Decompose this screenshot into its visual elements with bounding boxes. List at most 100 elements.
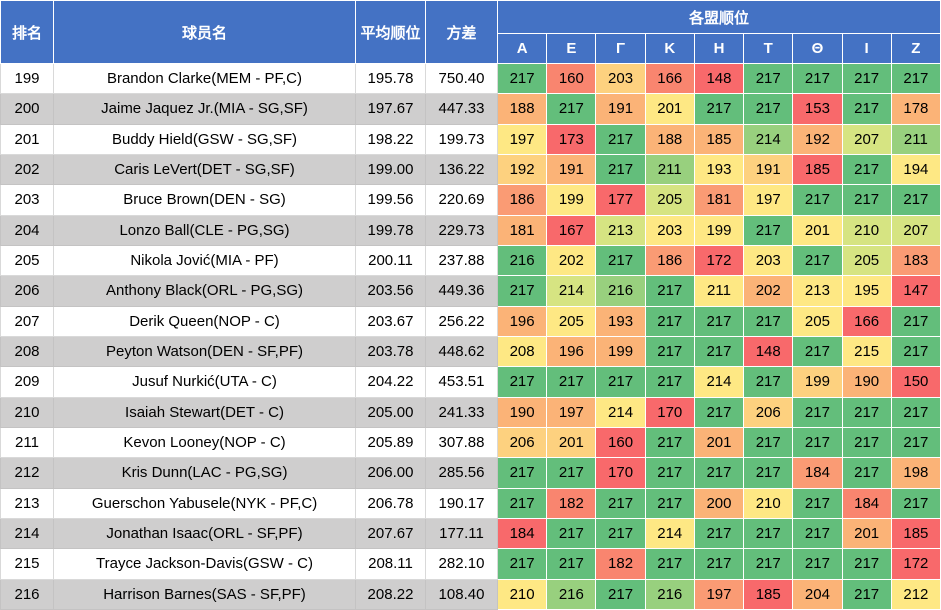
header-league-Theta: Θ [792,33,843,64]
variance-cell: 750.40 [425,62,498,95]
league-rank-cell: 212 [890,578,941,610]
league-rank-cell: 190 [841,366,892,398]
league-rank-cell: 217 [792,548,843,580]
league-rank-cell: 183 [890,244,941,277]
league-rank-cell: 170 [644,396,695,428]
variance-cell: 136.22 [425,153,498,186]
variance-cell: 241.33 [425,396,498,428]
average-rank-cell: 205.89 [355,426,426,459]
league-rank-cell: 197 [693,578,745,610]
league-rank-cell: 188 [644,123,695,155]
league-rank-cell: 181 [496,214,548,246]
table-row: 209 Jusuf Nurkić(UTA - C) 204.22 453.51 217 2… [0,366,941,398]
league-rank-cell: 217 [595,153,646,186]
league-rank-cell: 217 [743,517,794,550]
header-league-T: T [743,33,794,64]
player-name-cell: Guerschon Yabusele(NYK - PF,C) [53,487,356,519]
league-rank-cell: 214 [644,517,695,550]
league-rank-cell: 217 [644,487,695,519]
league-rank-cell: 216 [644,578,695,610]
league-rank-cell: 182 [595,548,646,580]
header-row-leagues: A E Γ K H T Θ I Z [1,33,941,64]
league-rank-cell: 217 [496,548,548,580]
table-row: 206 Anthony Black(ORL - PG,SG) 203.56 449.3… [0,275,941,307]
player-name-cell: Kevon Looney(NOP - C) [53,426,356,459]
table-row: 207 Derik Queen(NOP - C) 203.67 256.22 196 20… [0,305,941,337]
league-rank-cell: 184 [496,517,548,550]
rank-cell: 209 [0,366,54,398]
rank-cell: 211 [0,426,54,459]
league-rank-cell: 217 [644,366,695,398]
league-rank-cell: 217 [496,366,548,398]
league-rank-cell: 213 [595,214,646,246]
league-rank-cell: 217 [693,457,745,489]
header-league-K: K [644,33,695,64]
average-rank-cell: 203.78 [355,335,426,368]
league-rank-cell: 217 [743,548,794,580]
player-name-cell: Peyton Watson(DEN - SF,PF) [53,335,356,368]
league-rank-cell: 200 [693,487,745,519]
league-rank-cell: 148 [743,335,794,368]
league-rank-cell: 191 [595,93,646,125]
league-rank-cell: 213 [792,275,843,307]
league-rank-cell: 191 [743,153,794,186]
league-rank-cell: 170 [595,457,646,489]
header-rank: 排名 [0,0,54,64]
average-rank-cell: 200.11 [355,244,426,277]
rank-cell: 216 [0,578,54,610]
league-rank-cell: 205 [841,244,892,277]
player-name-cell: Derik Queen(NOP - C) [53,305,356,337]
league-rank-cell: 203 [743,244,794,277]
player-name-cell: Lonzo Ball(CLE - PG,SG) [53,214,356,246]
league-rank-cell: 147 [890,275,941,307]
league-rank-cell: 217 [890,426,941,459]
league-rank-cell: 217 [841,62,892,95]
league-rank-cell: 217 [546,517,597,550]
rank-cell: 207 [0,305,54,337]
league-rank-cell: 177 [595,184,646,216]
league-rank-cell: 199 [546,184,597,216]
league-rank-cell: 182 [546,487,597,519]
average-rank-cell: 206.00 [355,457,426,489]
league-rank-cell: 166 [841,305,892,337]
league-rank-cell: 199 [595,335,646,368]
average-rank-cell: 199.56 [355,184,426,216]
league-rank-cell: 184 [792,457,843,489]
league-rank-cell: 204 [792,578,843,610]
league-rank-cell: 217 [890,184,941,216]
header-league-E: E [546,33,597,64]
player-name-cell: Jaime Jaquez Jr.(MIA - SG,SF) [53,93,356,125]
league-rank-cell: 217 [890,62,941,95]
league-rank-cell: 217 [693,305,745,337]
rank-cell: 206 [0,275,54,307]
league-rank-cell: 207 [890,214,941,246]
league-rank-cell: 217 [792,487,843,519]
variance-cell: 177.11 [425,517,498,550]
table-row: 205 Nikola Jović(MIA - PF) 200.11 237.88 216… [0,244,941,277]
league-rank-cell: 216 [496,244,548,277]
league-rank-cell: 160 [546,62,597,95]
variance-cell: 449.36 [425,275,498,307]
rank-cell: 199 [0,62,54,95]
league-rank-cell: 217 [496,62,548,95]
league-rank-cell: 186 [496,184,548,216]
rank-cell: 202 [0,153,54,186]
rank-cell: 205 [0,244,54,277]
league-rank-cell: 217 [693,93,745,125]
rank-cell: 213 [0,487,54,519]
league-rank-cell: 188 [496,93,548,125]
player-name-cell: Isaiah Stewart(DET - C) [53,396,356,428]
league-rank-cell: 186 [644,244,695,277]
league-rank-cell: 217 [890,487,941,519]
league-rank-cell: 203 [644,214,695,246]
rank-cell: 203 [0,184,54,216]
league-rank-cell: 196 [496,305,548,337]
variance-cell: 220.69 [425,184,498,216]
league-rank-cell: 185 [743,578,794,610]
rank-cell: 200 [0,93,54,125]
league-rank-cell: 172 [693,244,745,277]
league-rank-cell: 185 [693,123,745,155]
table-row: 212 Kris Dunn(LAC - PG,SG) 206.00 285.56 217… [0,457,941,489]
league-rank-cell: 217 [792,184,843,216]
variance-cell: 453.51 [425,366,498,398]
